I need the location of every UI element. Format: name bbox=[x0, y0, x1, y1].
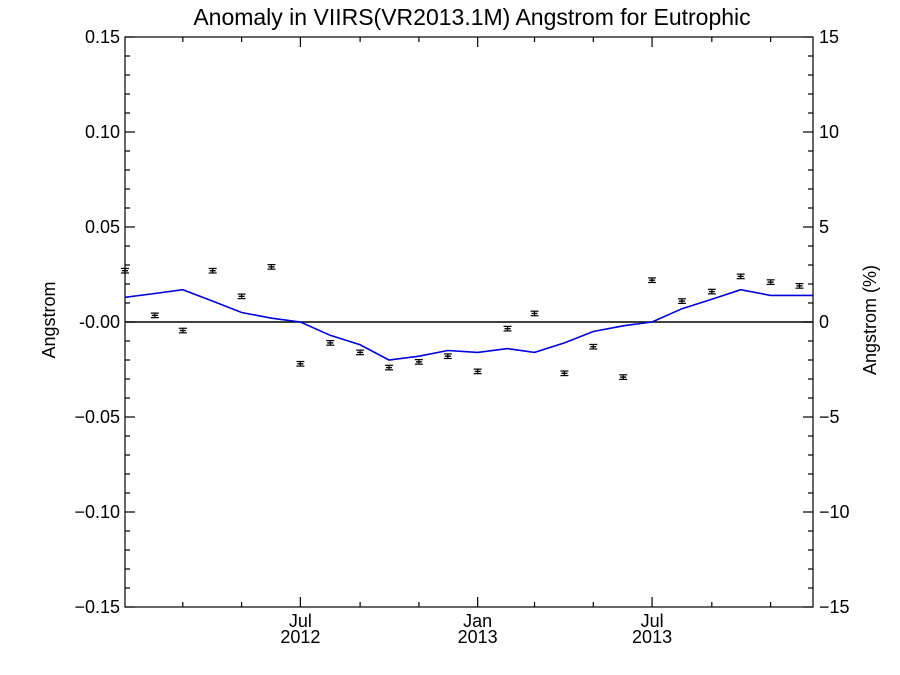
data-point bbox=[530, 310, 539, 317]
data-point bbox=[677, 298, 686, 304]
data-point bbox=[707, 288, 716, 295]
data-point bbox=[150, 312, 159, 319]
chart-title: Anomaly in VIIRS(VR2013.1M) Angstrom for… bbox=[193, 4, 750, 30]
y-right-tick-label: −15 bbox=[819, 597, 850, 617]
y-right-tick-label: −10 bbox=[819, 502, 850, 522]
y-axis-label-left: Angstrom bbox=[39, 281, 59, 358]
data-point bbox=[619, 374, 628, 380]
data-point bbox=[589, 343, 598, 350]
x-tick-label-month: Jul bbox=[289, 611, 312, 631]
data-point bbox=[736, 273, 745, 280]
y-tick-label: −0.15 bbox=[74, 597, 120, 617]
anomaly-line bbox=[124, 288, 813, 361]
x-tick-label-year: 2012 bbox=[280, 627, 320, 647]
x-tick-label-year: 2013 bbox=[632, 627, 672, 647]
y-right-tick-label: 10 bbox=[819, 122, 839, 142]
data-point bbox=[237, 293, 246, 300]
data-point bbox=[326, 340, 335, 346]
y-tick-label: −0.10 bbox=[74, 502, 120, 522]
y-right-tick-label: 5 bbox=[819, 217, 829, 237]
data-point bbox=[267, 264, 276, 270]
x-tick-label-month: Jan bbox=[463, 611, 492, 631]
data-point bbox=[766, 279, 775, 285]
y-axis-label-right: Angstrom (%) bbox=[860, 265, 880, 375]
y-tick-label: -0.00 bbox=[79, 312, 120, 332]
y-tick-label: −0.05 bbox=[74, 407, 120, 427]
data-point bbox=[414, 359, 423, 365]
data-point bbox=[560, 370, 569, 377]
data-point bbox=[356, 349, 365, 356]
data-point bbox=[296, 360, 305, 367]
y-right-tick-label: 0 bbox=[819, 312, 829, 332]
data-point bbox=[473, 368, 482, 375]
data-point bbox=[503, 325, 512, 332]
data-point bbox=[443, 353, 452, 360]
plot-area bbox=[121, 264, 813, 380]
axes: −0.15 −0.10 −0.05 -0.00 0.05 0.10 0.15 −15 −10 −5… bbox=[74, 27, 849, 647]
x-tick-label-month: Jul bbox=[641, 611, 664, 631]
y-tick-label: 0.05 bbox=[85, 217, 120, 237]
data-point bbox=[385, 364, 394, 371]
data-point bbox=[178, 327, 187, 334]
x-tick-label-year: 2013 bbox=[458, 627, 498, 647]
y-right-tick-label: −5 bbox=[819, 407, 840, 427]
y-tick-label: 0.15 bbox=[85, 27, 120, 47]
y-right-tick-label: 15 bbox=[819, 27, 839, 47]
data-point bbox=[121, 267, 129, 274]
data-point bbox=[795, 283, 804, 289]
y-tick-label: 0.10 bbox=[85, 122, 120, 142]
data-point bbox=[648, 277, 657, 284]
data-point bbox=[208, 267, 217, 274]
